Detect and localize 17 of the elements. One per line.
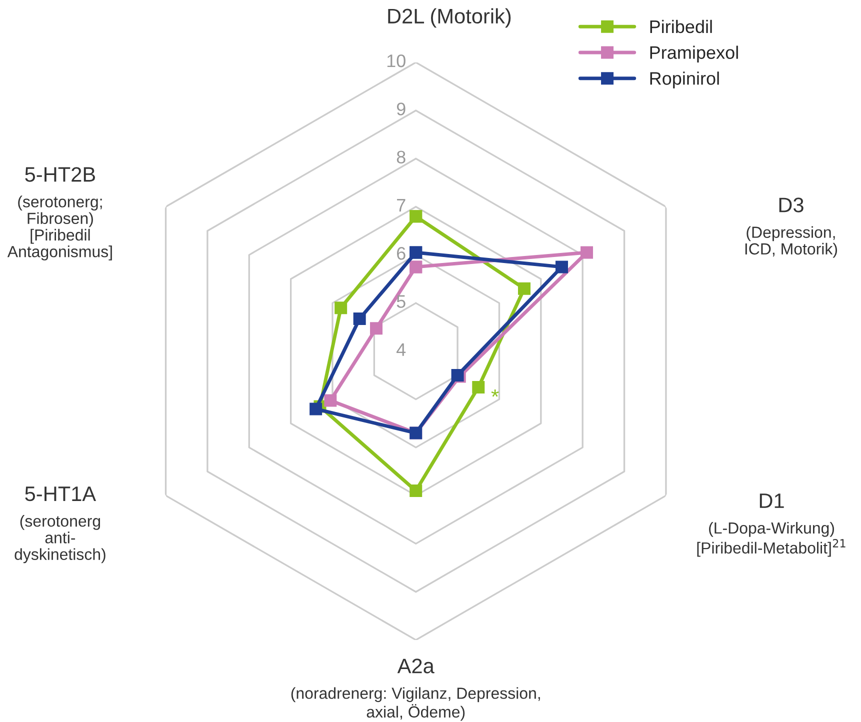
spoke-label: A2a (noradrenerg: Vigilanz, Depression, axial, Ödeme) [291, 658, 540, 721]
y-tick-label: 5 [396, 295, 406, 308]
spoke-label: 5-HT1A (serotonerg anti- dyskinetisch) [14, 486, 106, 564]
y-tick-label: 7 [397, 199, 406, 212]
legend-label: Pramipexol [650, 46, 738, 63]
spoke-label: D2L (Motorik) [388, 8, 511, 28]
spoke-label: D1 (L-Dopa-Wirkung) [Piribedil-Metabolit]$^{21}$ [697, 494, 846, 557]
spoke-label: D3 (Depression, ICD, Motorik) [745, 198, 838, 258]
y-tick-label: 4 [396, 343, 406, 356]
legend-label: Piribedil [650, 20, 712, 34]
y-tick-label: 10 [387, 54, 406, 68]
y-tick-label: 9 [396, 102, 406, 116]
spoke-label: 5-HT2B (serotonerg; Fibrosen) [Piribedil Antagonismus] [7, 167, 112, 260]
y-tick-label: 8 [396, 150, 406, 164]
legend-label: Ropinirol [650, 72, 719, 88]
text: * [491, 389, 499, 397]
y-tick-label: 6 [397, 246, 406, 260]
